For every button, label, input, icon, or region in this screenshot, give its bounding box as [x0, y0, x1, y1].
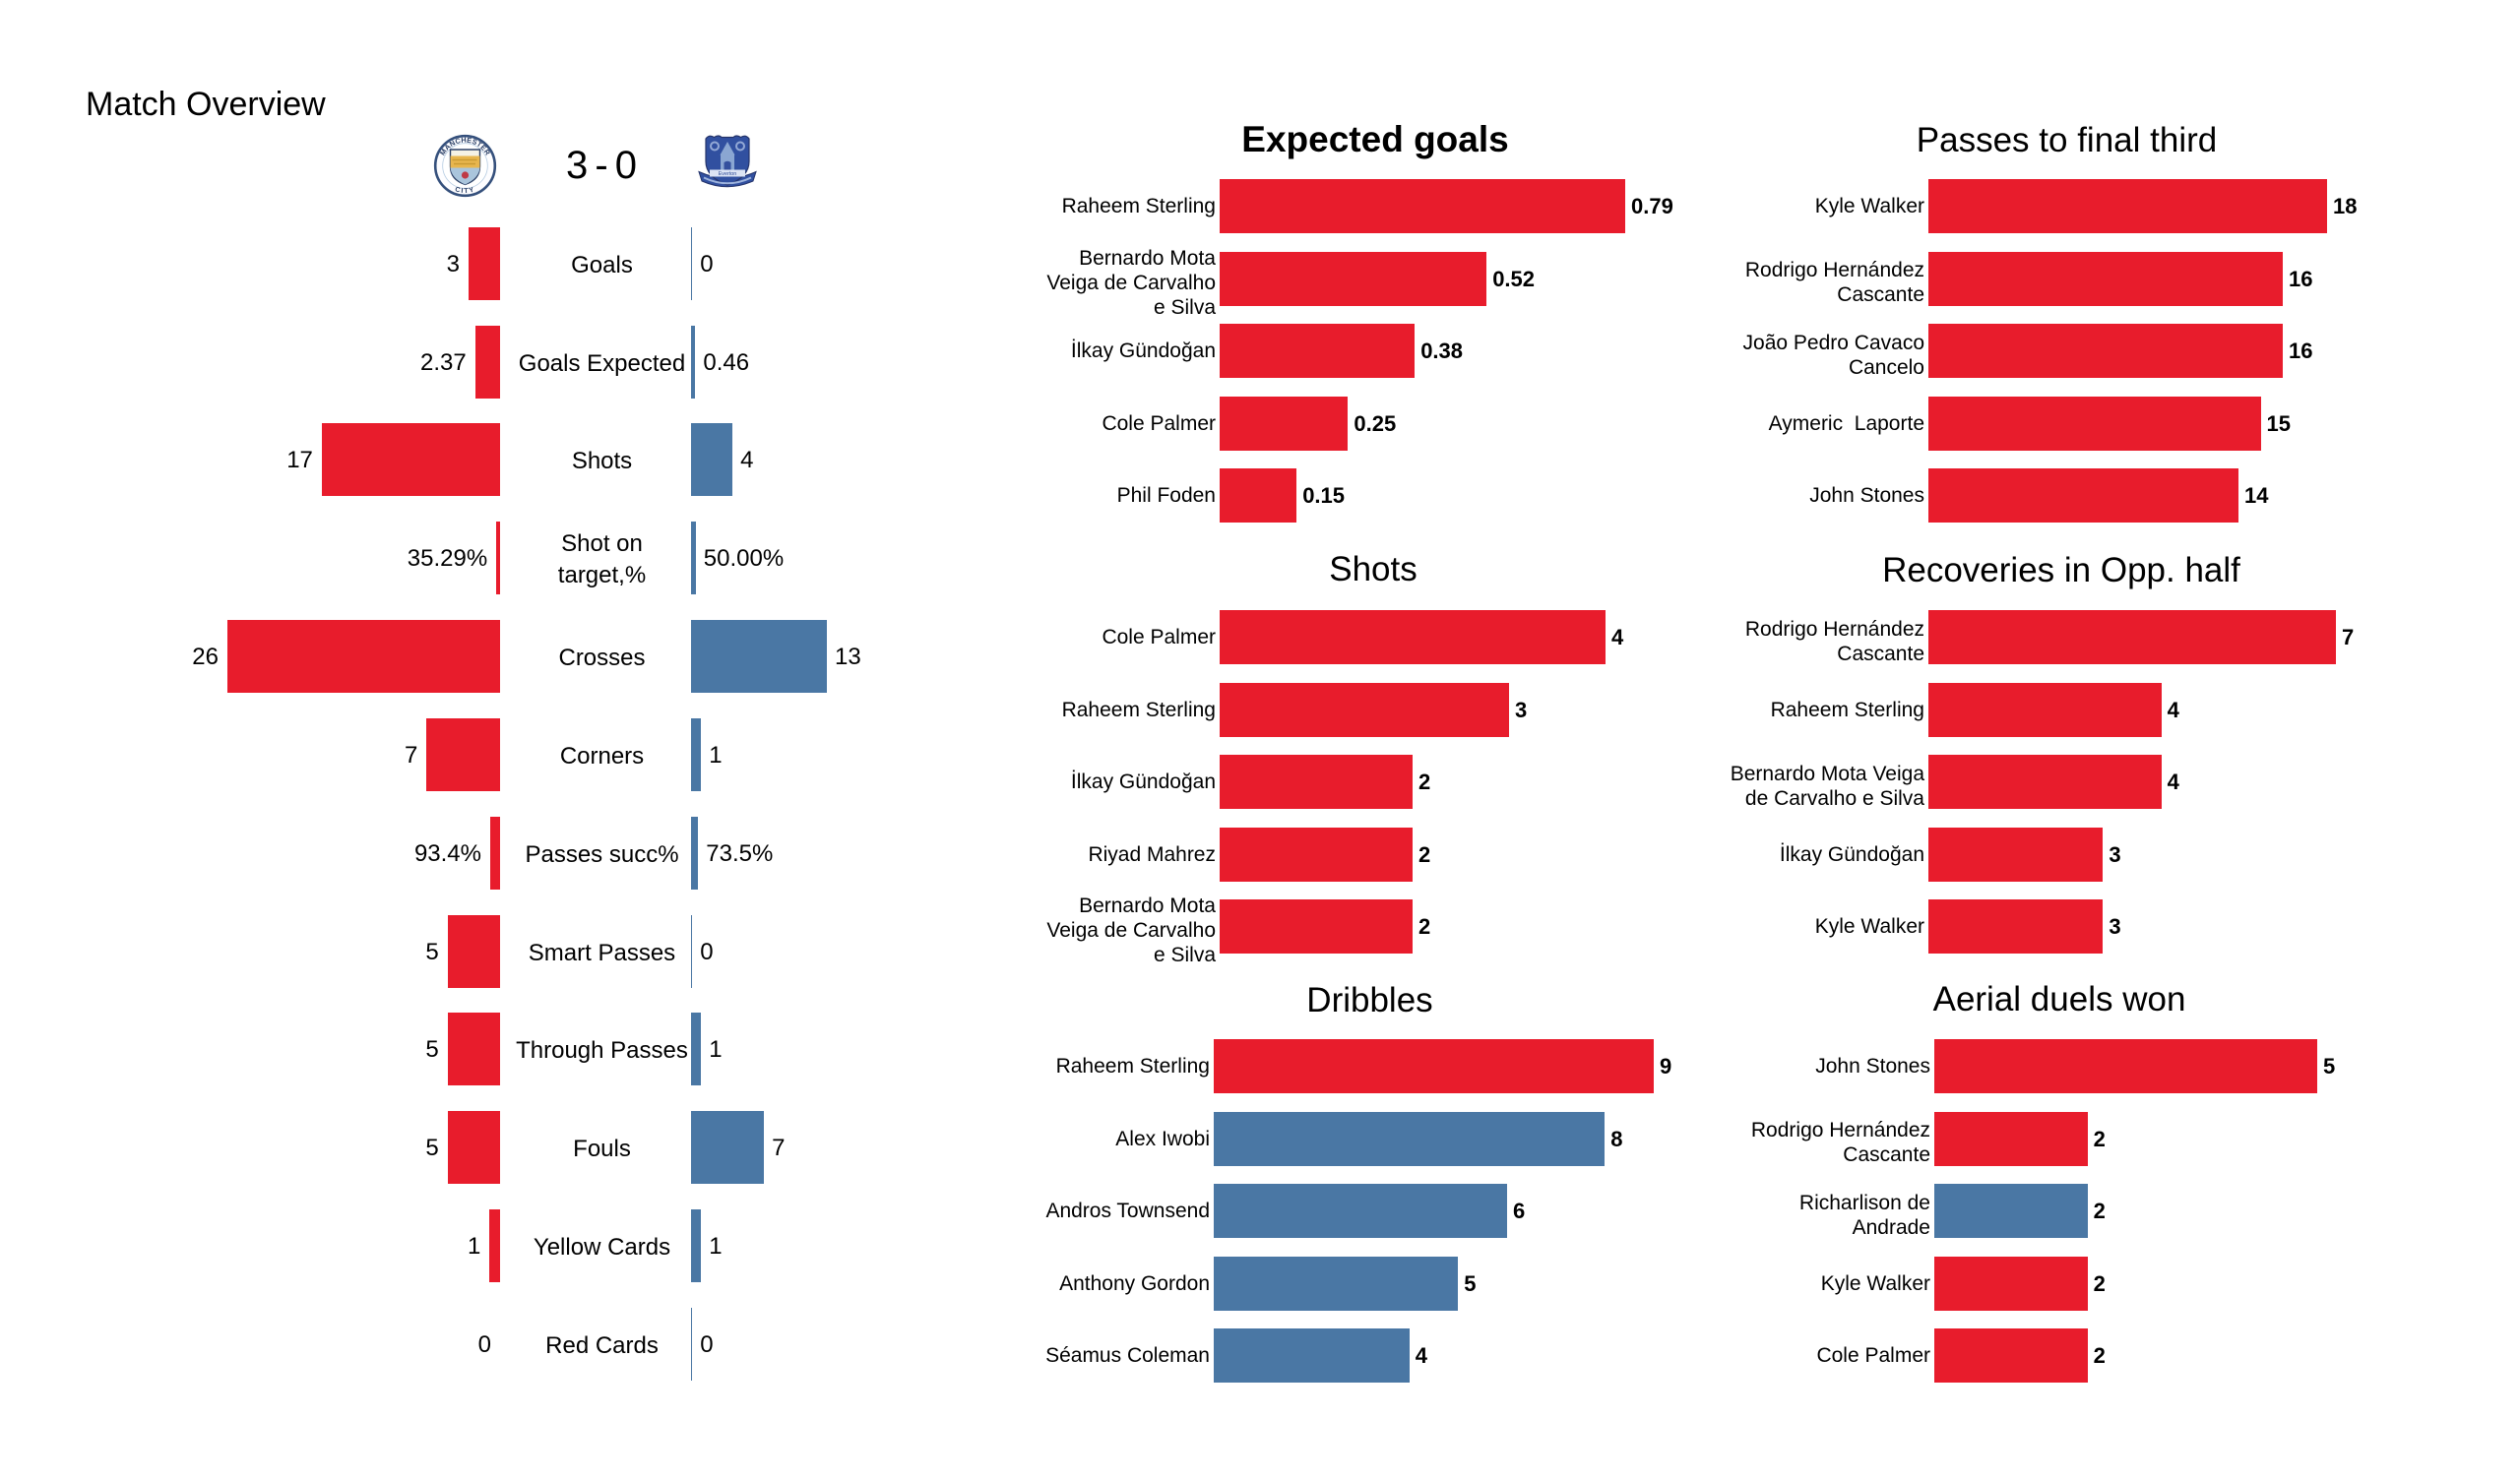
- svg-text:Everton: Everton: [719, 171, 737, 177]
- svg-text:CITY: CITY: [454, 186, 475, 195]
